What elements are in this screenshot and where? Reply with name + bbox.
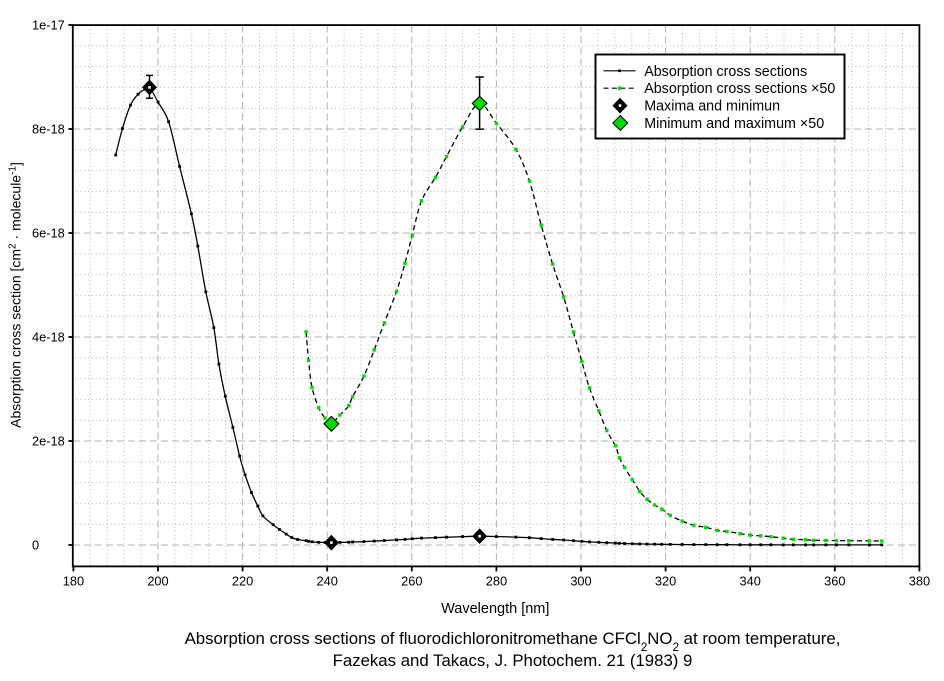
- svg-text:Minimum and maximum ×50: Minimum and maximum ×50: [644, 116, 824, 132]
- svg-text:Fazekas and Takacs, J. Photoch: Fazekas and Takacs, J. Photochem. 21 (19…: [333, 651, 693, 670]
- svg-text:280: 280: [486, 573, 507, 588]
- svg-text:Absorption cross sections ×50: Absorption cross sections ×50: [644, 81, 835, 97]
- svg-text:0: 0: [32, 538, 39, 553]
- svg-text:Absorption cross sections: Absorption cross sections: [644, 64, 807, 80]
- svg-text:180: 180: [63, 573, 84, 588]
- svg-text:Wavelength [nm]: Wavelength [nm]: [441, 601, 549, 617]
- svg-text:220: 220: [232, 573, 253, 588]
- svg-text:300: 300: [570, 573, 591, 588]
- svg-text:200: 200: [147, 573, 168, 588]
- svg-text:6e-18: 6e-18: [32, 226, 65, 241]
- svg-text:4e-18: 4e-18: [32, 330, 65, 345]
- svg-text:320: 320: [655, 573, 676, 588]
- svg-text:8e-18: 8e-18: [32, 122, 65, 137]
- svg-text:360: 360: [824, 573, 845, 588]
- svg-text:Absorption cross section [cm2: Absorption cross section [cm2 · molecule…: [8, 162, 24, 428]
- svg-text:380: 380: [909, 573, 930, 588]
- svg-text:1e-17: 1e-17: [32, 18, 65, 33]
- svg-text:2e-18: 2e-18: [32, 434, 65, 449]
- svg-text:240: 240: [317, 573, 338, 588]
- svg-text:340: 340: [740, 573, 761, 588]
- svg-text:Maxima and minimun: Maxima and minimun: [644, 99, 780, 115]
- svg-text:260: 260: [401, 573, 422, 588]
